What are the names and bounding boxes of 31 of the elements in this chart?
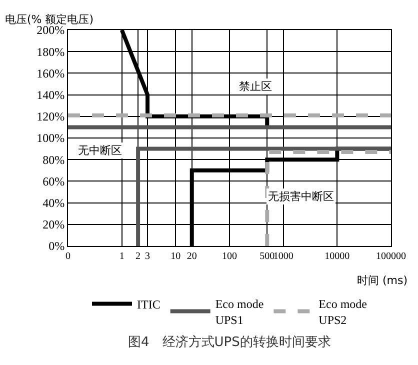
x-tick-label: 1 — [119, 251, 124, 262]
legend-label: Eco mode UPS2 — [318, 297, 367, 327]
y-tick-label: 0% — [48, 239, 65, 254]
x-tick-label: 10 — [170, 251, 181, 262]
x-axis-title: 时间 (ms) — [357, 274, 408, 287]
y-tick-label: 200% — [36, 23, 65, 38]
x-tick-label: 100000 — [376, 251, 406, 262]
x-tick-label: 2 — [136, 251, 141, 262]
y-tick-label: 40% — [42, 196, 65, 210]
y-tick-label: 80% — [42, 152, 65, 167]
x-tick-label: 20 — [186, 251, 197, 262]
y-tick-label: 100% — [36, 131, 65, 146]
x-tick-label: 0 — [66, 251, 70, 262]
y-tick-label: 140% — [36, 88, 65, 102]
annotation: 无中断区 — [78, 144, 122, 157]
legend-label: Eco mode UPS1 — [215, 297, 264, 327]
y-tick-label: 180% — [36, 44, 65, 59]
y-tick-label: 60% — [42, 174, 65, 188]
caption: 图4 经济方式UPS的转换时间要求 — [128, 334, 331, 350]
x-tick-label: 100 — [222, 251, 237, 262]
y-tick-label: 20% — [42, 218, 65, 232]
annotation: 禁止区 — [239, 80, 272, 93]
x-tick-label: 1000 — [273, 251, 294, 262]
x-tick-label: 3 — [145, 251, 150, 262]
y-axis-title: 电压(% 额定电压) — [5, 13, 94, 26]
y-tick-label: 120% — [36, 110, 65, 124]
x-tick-label: 10000 — [324, 251, 350, 262]
annotation: 无损害中断区 — [268, 190, 334, 203]
x-tick-label: 500 — [260, 251, 275, 262]
legend-label: ITIC — [137, 297, 160, 312]
y-tick-label: 160% — [36, 66, 65, 80]
